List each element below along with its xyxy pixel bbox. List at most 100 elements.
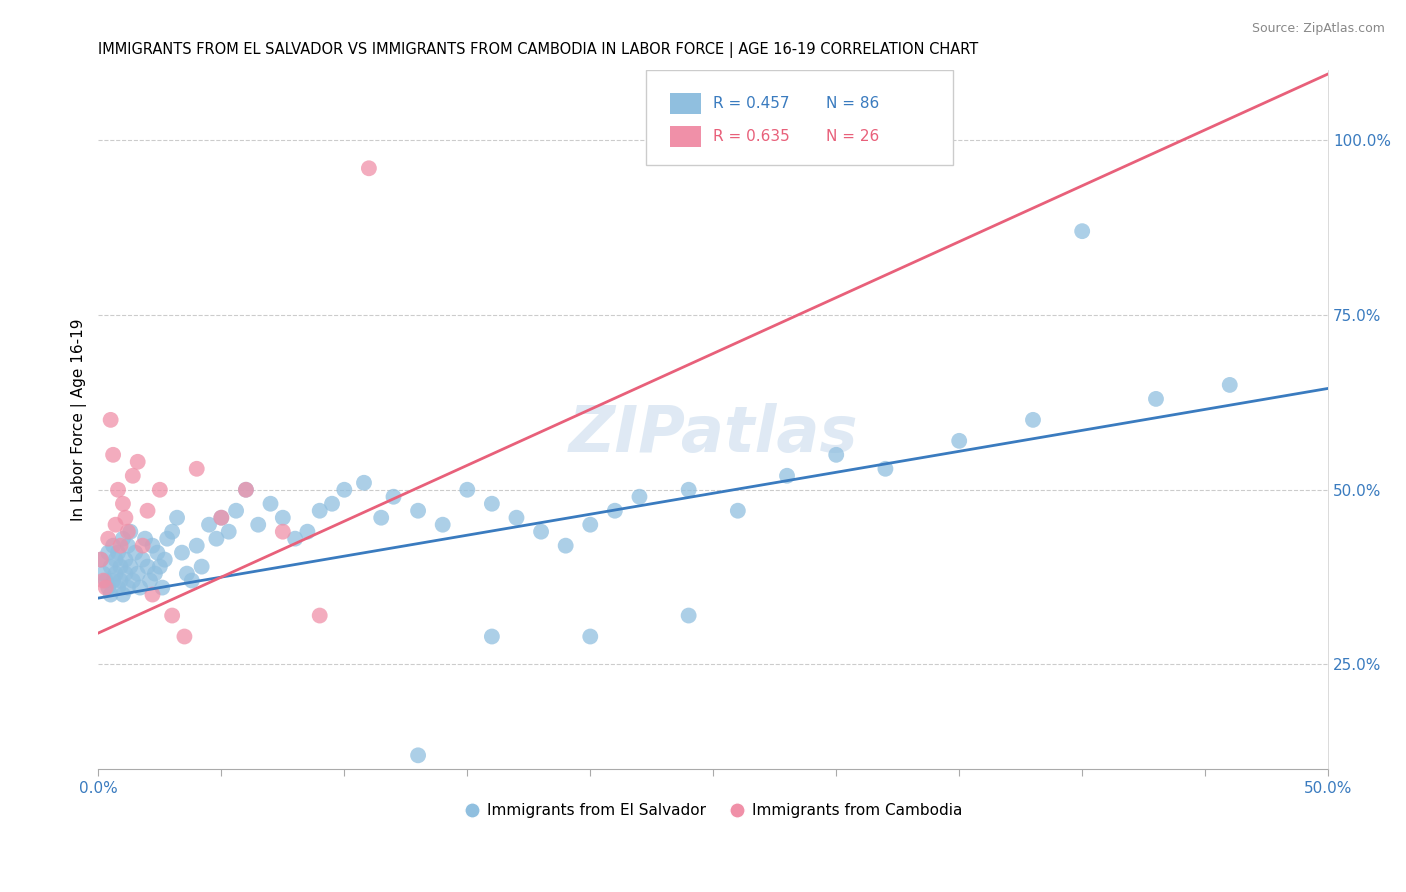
Point xyxy=(146,546,169,560)
Point xyxy=(727,504,749,518)
Point xyxy=(357,161,380,176)
Point xyxy=(1144,392,1167,406)
Point xyxy=(114,552,136,566)
Point xyxy=(149,559,172,574)
Point xyxy=(91,574,114,588)
Point xyxy=(209,510,232,524)
Point xyxy=(406,504,429,518)
Point xyxy=(114,566,136,581)
Point xyxy=(603,504,626,518)
Point xyxy=(120,524,142,539)
Point xyxy=(776,468,799,483)
Point xyxy=(111,532,134,546)
Point xyxy=(131,552,153,566)
Text: N = 86: N = 86 xyxy=(827,96,880,112)
Text: Source: ZipAtlas.com: Source: ZipAtlas.com xyxy=(1251,22,1385,36)
Point xyxy=(121,468,143,483)
Point xyxy=(149,483,172,497)
Point xyxy=(160,608,183,623)
Point xyxy=(1219,378,1241,392)
Point xyxy=(166,510,188,524)
Point xyxy=(186,539,208,553)
Point xyxy=(370,510,392,524)
Point xyxy=(190,559,212,574)
Point xyxy=(136,559,159,574)
FancyBboxPatch shape xyxy=(645,70,953,165)
Point xyxy=(186,462,208,476)
Point xyxy=(141,539,163,553)
Point xyxy=(117,581,139,595)
Point xyxy=(94,581,117,595)
Point xyxy=(432,517,454,532)
Point xyxy=(205,532,228,546)
Point xyxy=(284,532,307,546)
Point xyxy=(129,581,152,595)
Point xyxy=(271,524,294,539)
Point xyxy=(124,546,146,560)
Point xyxy=(143,566,166,581)
Point xyxy=(110,574,132,588)
Point xyxy=(505,510,527,524)
Point xyxy=(198,517,221,532)
Point xyxy=(114,510,136,524)
Point xyxy=(271,510,294,524)
Point xyxy=(554,539,576,553)
Point xyxy=(100,588,122,602)
Point xyxy=(153,552,176,566)
Point xyxy=(308,608,330,623)
Point xyxy=(333,483,356,497)
Point xyxy=(101,574,124,588)
Point xyxy=(259,497,281,511)
Point xyxy=(308,504,330,518)
Point xyxy=(104,517,127,532)
Point xyxy=(101,448,124,462)
FancyBboxPatch shape xyxy=(671,94,702,114)
Point xyxy=(111,588,134,602)
Point xyxy=(90,552,112,566)
Point xyxy=(173,630,195,644)
Point xyxy=(110,559,132,574)
Text: IMMIGRANTS FROM EL SALVADOR VS IMMIGRANTS FROM CAMBODIA IN LABOR FORCE | AGE 16-: IMMIGRANTS FROM EL SALVADOR VS IMMIGRANT… xyxy=(98,42,979,58)
Point xyxy=(141,588,163,602)
Text: N = 26: N = 26 xyxy=(827,129,880,145)
Point xyxy=(321,497,343,511)
Point xyxy=(104,552,127,566)
Point xyxy=(121,574,143,588)
Point xyxy=(218,524,240,539)
Point xyxy=(134,532,156,546)
Point xyxy=(297,524,319,539)
Point xyxy=(481,630,503,644)
Point xyxy=(353,475,375,490)
Point xyxy=(127,455,149,469)
Point xyxy=(107,483,129,497)
Point xyxy=(97,581,120,595)
Point xyxy=(120,559,142,574)
Point xyxy=(94,574,117,588)
Point xyxy=(111,497,134,511)
Point xyxy=(1022,413,1045,427)
Point xyxy=(107,546,129,560)
Point xyxy=(160,524,183,539)
Point xyxy=(579,630,602,644)
Point xyxy=(406,748,429,763)
Point xyxy=(91,566,114,581)
Point xyxy=(247,517,270,532)
Point xyxy=(1071,224,1094,238)
Point xyxy=(382,490,405,504)
Point xyxy=(107,581,129,595)
Point xyxy=(235,483,257,497)
Point xyxy=(131,539,153,553)
Point xyxy=(678,483,700,497)
Y-axis label: In Labor Force | Age 16-19: In Labor Force | Age 16-19 xyxy=(72,318,87,521)
Point xyxy=(678,608,700,623)
Point xyxy=(456,483,478,497)
Point xyxy=(948,434,970,448)
Point xyxy=(117,524,139,539)
Legend: Immigrants from El Salvador, Immigrants from Cambodia: Immigrants from El Salvador, Immigrants … xyxy=(458,797,969,824)
Point xyxy=(875,462,897,476)
Point xyxy=(127,566,149,581)
Point xyxy=(150,581,173,595)
Point xyxy=(235,483,257,497)
Point xyxy=(579,517,602,532)
Point xyxy=(176,566,198,581)
